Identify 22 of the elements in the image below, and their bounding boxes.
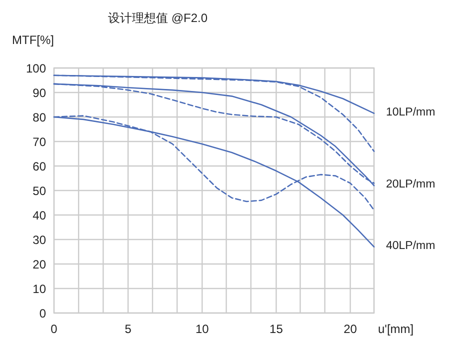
y-tick-label: 70 <box>32 135 46 149</box>
y-tick-label: 30 <box>32 233 46 247</box>
series-label: 10LP/mm <box>386 106 436 118</box>
x-tick-label: 20 <box>344 322 358 336</box>
x-tick-label: 5 <box>124 322 132 336</box>
x-tick-label: 15 <box>270 322 284 336</box>
y-tick-label: 90 <box>32 86 46 100</box>
series-label: 40LP/mm <box>386 240 436 252</box>
y-tick-label: 0 <box>39 306 46 320</box>
y-tick-label: 100 <box>26 62 46 76</box>
y-tick-label: 60 <box>32 160 46 174</box>
y-tick-label: 40 <box>32 208 46 222</box>
chart-title: 设计理想值 @F2.0 <box>108 11 208 25</box>
y-axis-title: MTF[%] <box>12 33 54 47</box>
series-label: 20LP/mm <box>386 178 436 191</box>
x-axis-title: u'[mm] <box>378 322 414 336</box>
y-tick-label: 20 <box>32 258 46 272</box>
y-tick-label: 50 <box>32 184 46 198</box>
y-tick-label: 10 <box>32 282 46 296</box>
y-tick-label: 80 <box>32 110 46 124</box>
x-tick-label: 0 <box>50 322 58 336</box>
x-tick-label: 10 <box>195 322 210 336</box>
